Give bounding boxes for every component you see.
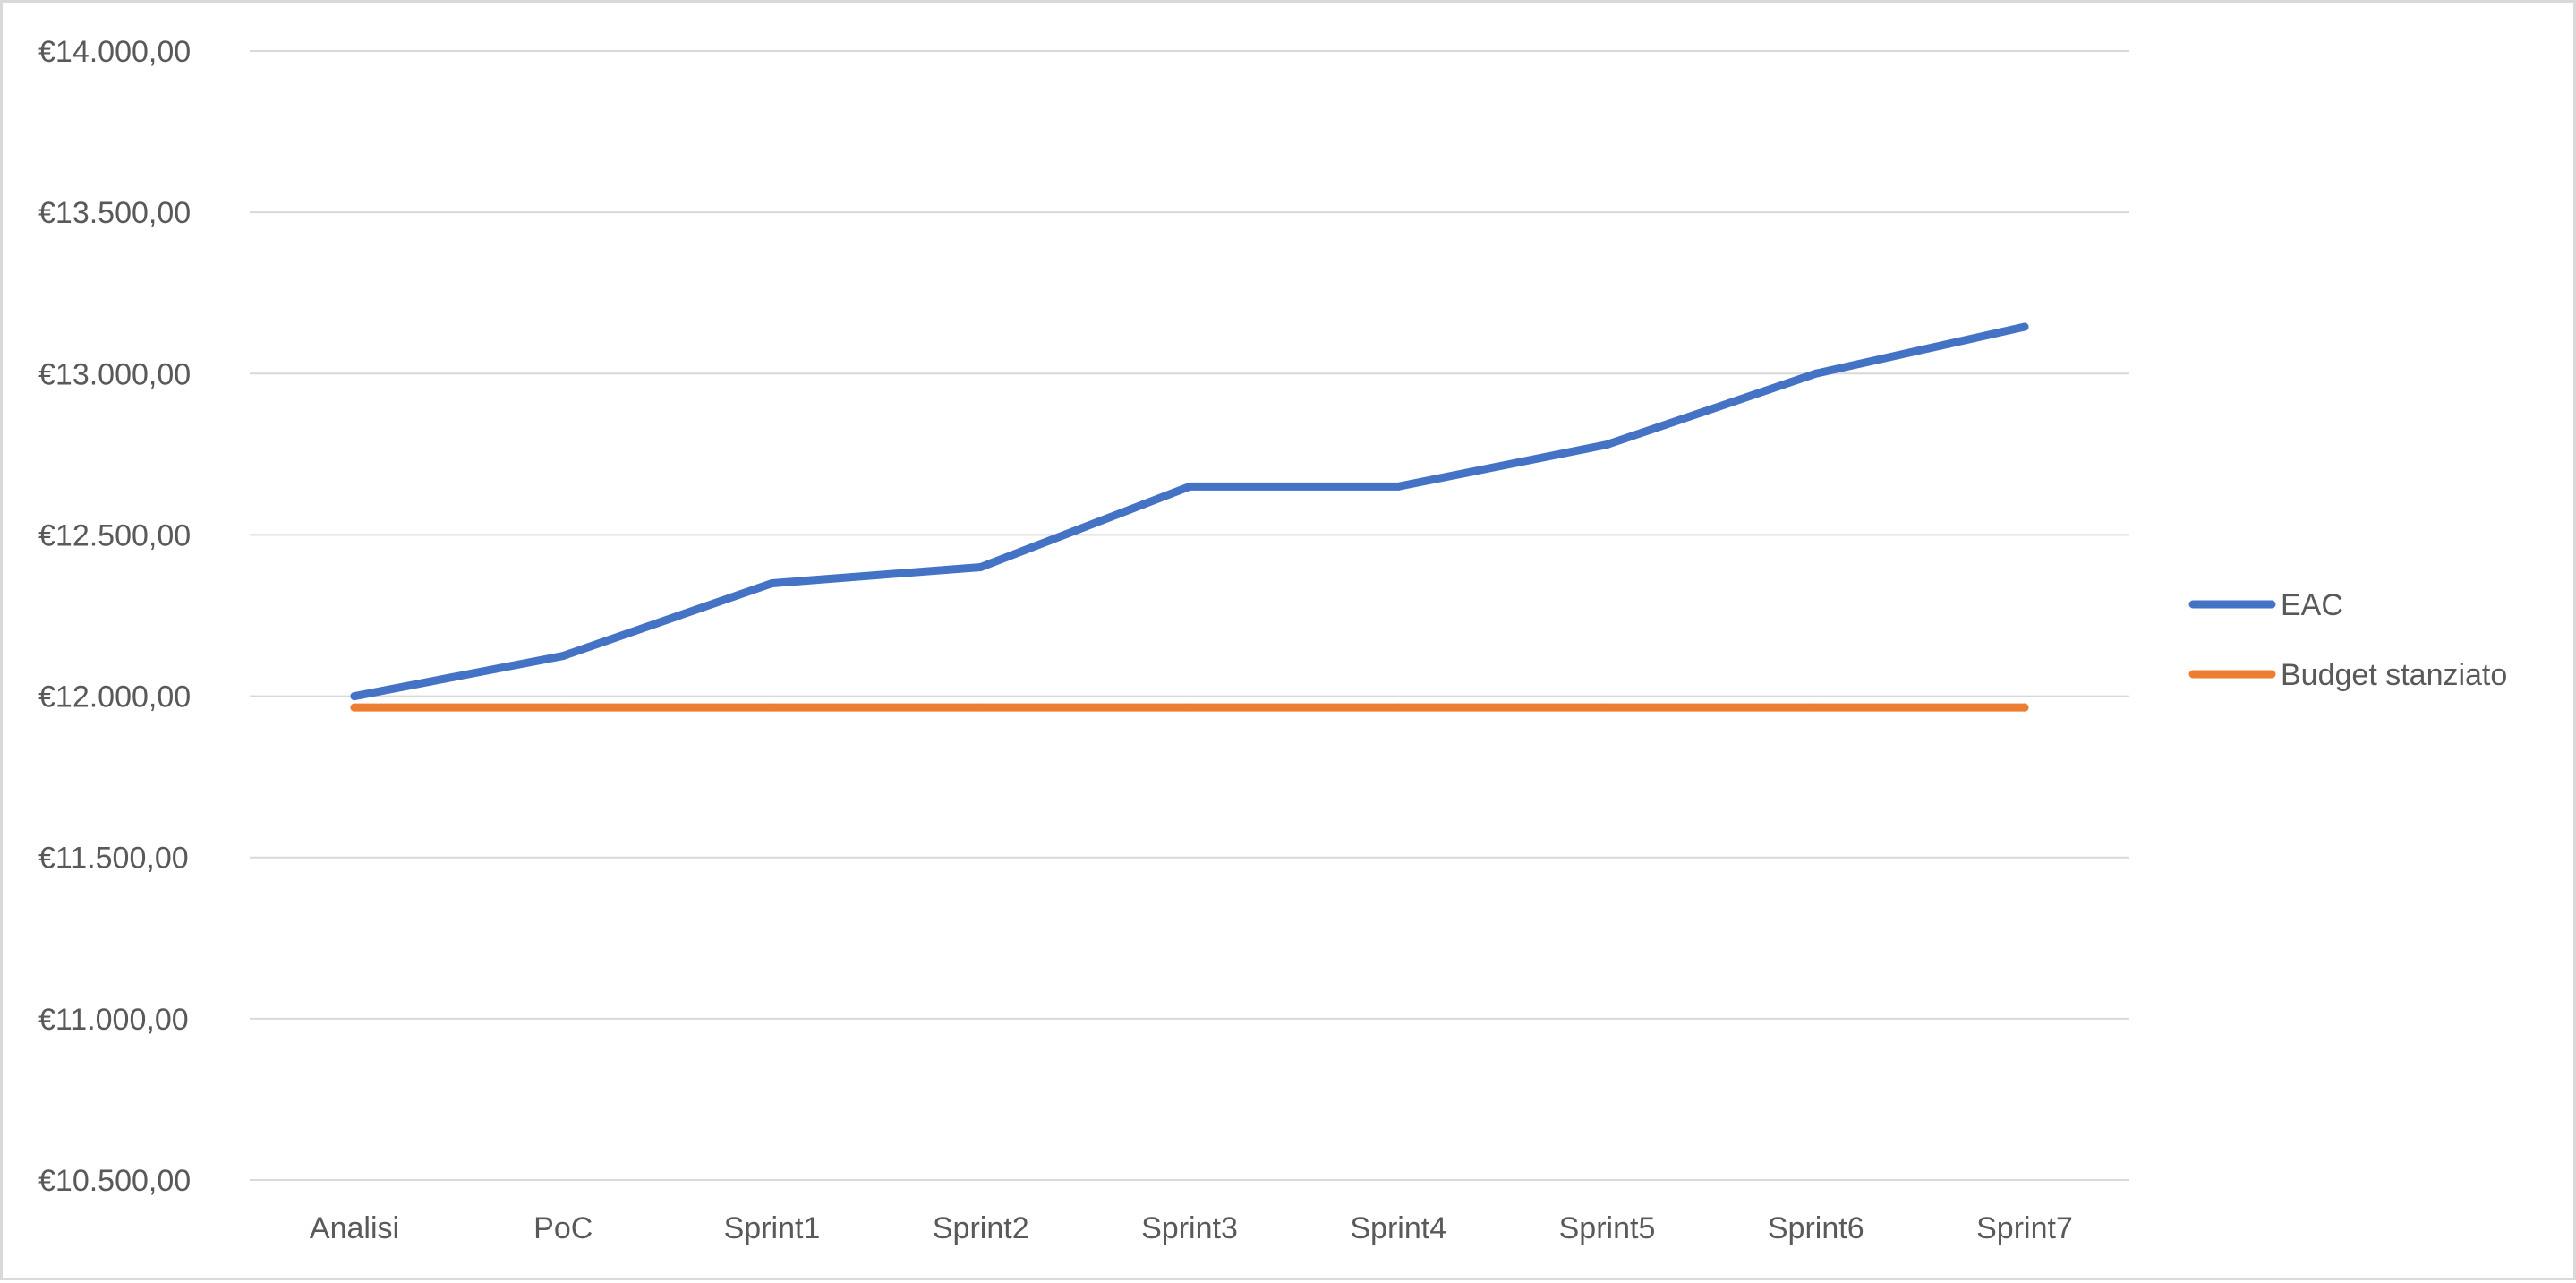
y-tick-label: €11.500,00 [38, 842, 189, 876]
y-tick-label: €13.000,00 [38, 357, 191, 391]
legend-label: EAC [2281, 588, 2343, 622]
x-tick-label: PoC [533, 1211, 593, 1245]
data-point [350, 703, 359, 712]
data-point [350, 692, 359, 701]
data-point [977, 562, 985, 571]
y-tick-label: €11.000,00 [38, 1003, 189, 1037]
x-tick-label: Sprint5 [1559, 1211, 1656, 1245]
data-point [1603, 703, 1611, 712]
data-point [1812, 369, 1821, 378]
y-tick-label: €13.500,00 [38, 196, 191, 230]
legend: EAC Budget stanziato [2188, 588, 2507, 692]
y-tick-label: €12.000,00 [38, 680, 191, 714]
data-point [2020, 322, 2029, 331]
y-tick-label: €10.500,00 [38, 1164, 191, 1198]
data-point [1394, 703, 1403, 712]
data-point [1185, 482, 1194, 491]
series-lines [350, 322, 2029, 712]
series-line-eac [350, 322, 2029, 701]
x-tick-label: Sprint2 [933, 1211, 1029, 1245]
data-point [768, 703, 776, 712]
line-chart: €10.500,00 €11.000,00 €11.500,00 €12.000,00… [38, 35, 2507, 1245]
gridlines [250, 50, 2129, 1181]
data-point [1603, 440, 1611, 449]
legend-label: Budget stanziato [2281, 658, 2507, 692]
y-tick-label: €14.000,00 [38, 35, 191, 69]
data-point [559, 703, 567, 712]
x-tick-label: Sprint6 [1768, 1211, 1864, 1245]
x-tick-label: Sprint4 [1350, 1211, 1446, 1245]
data-point [1394, 482, 1403, 491]
data-point [1185, 703, 1194, 712]
y-tick-label: €12.500,00 [38, 518, 191, 552]
data-point [1812, 703, 1821, 712]
x-tick-label: Analisi [310, 1211, 399, 1245]
data-point [768, 578, 776, 587]
x-tick-label: Sprint1 [724, 1211, 821, 1245]
x-axis-tick-labels: Analisi PoC Sprint1 Sprint2 Sprint3 Sprint4 Sp… [310, 1211, 2073, 1245]
y-axis-tick-labels: €10.500,00 €11.000,00 €11.500,00 €12.000,00… [38, 35, 191, 1198]
data-point [2020, 703, 2029, 712]
data-point [559, 652, 567, 661]
x-tick-label: Sprint7 [1976, 1211, 2073, 1245]
data-point [977, 703, 985, 712]
x-tick-label: Sprint3 [1141, 1211, 1238, 1245]
